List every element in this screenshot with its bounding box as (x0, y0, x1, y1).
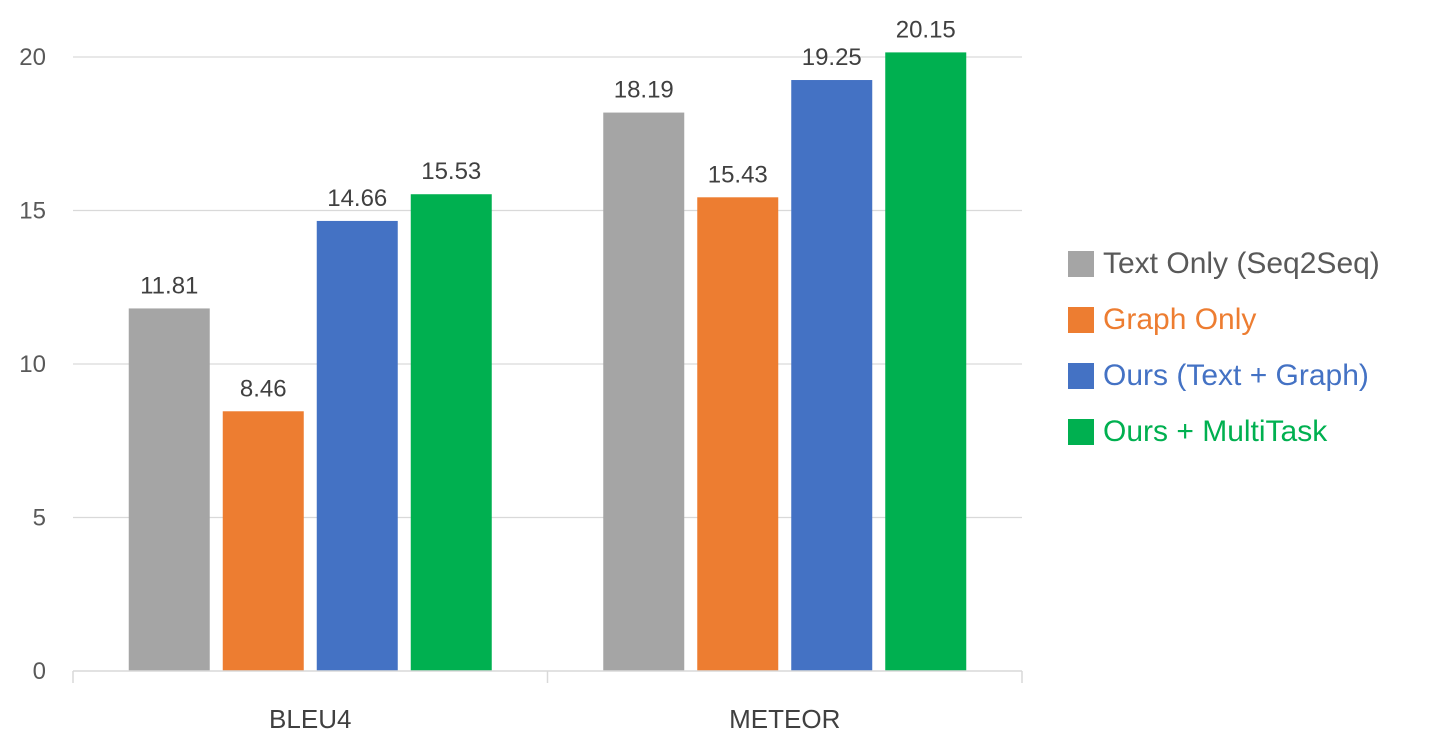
legend-swatch (1068, 363, 1094, 389)
y-tick-label: 20 (19, 44, 46, 71)
legend-item-text-only: Text Only (Seq2Seq) (1068, 236, 1380, 292)
legend-label: Graph Only (1103, 303, 1257, 336)
bar (791, 80, 873, 671)
category-label: BLEU4 (269, 704, 351, 731)
y-tick-label: 5 (33, 505, 46, 532)
bar (885, 52, 967, 671)
bar (222, 411, 304, 671)
category-label: METEOR (729, 704, 840, 731)
data-labels: 11.81 8.46 14.66 15.53 18.19 15.43 19.25 20.15 (140, 16, 956, 402)
x-axis: BLEU4 METEOR (72, 670, 1023, 731)
data-label: 15.43 (708, 161, 768, 188)
data-label: 14.66 (327, 185, 387, 212)
legend-label: Ours + MultiTask (1103, 415, 1328, 448)
y-tick-label: 0 (33, 658, 46, 685)
y-axis-ticks: 0 5 10 15 20 (19, 44, 46, 685)
data-label: 18.19 (614, 77, 674, 104)
legend-item-ours-multitask: Ours + MultiTask (1068, 404, 1380, 460)
legend-swatch (1068, 419, 1094, 445)
data-label: 8.46 (240, 375, 287, 402)
data-label: 20.15 (896, 16, 956, 43)
y-tick-label: 10 (19, 351, 46, 378)
bar (410, 194, 492, 671)
data-label: 15.53 (421, 158, 481, 185)
y-tick-label: 15 (19, 198, 46, 225)
legend-label: Text Only (Seq2Seq) (1103, 247, 1380, 280)
legend-item-ours: Ours (Text + Graph) (1068, 348, 1380, 404)
bar (603, 112, 685, 671)
legend-label: Ours (Text + Graph) (1103, 359, 1369, 392)
legend: Text Only (Seq2Seq) Graph Only Ours (Tex… (1068, 236, 1380, 460)
data-label: 11.81 (140, 272, 198, 299)
bars (128, 52, 967, 672)
gridlines (73, 56, 1022, 519)
bar (697, 197, 779, 671)
legend-swatch (1068, 307, 1094, 333)
legend-item-graph-only: Graph Only (1068, 292, 1380, 348)
legend-swatch (1068, 251, 1094, 277)
data-label: 19.25 (802, 44, 862, 71)
bar (316, 220, 398, 672)
bar (128, 308, 210, 671)
